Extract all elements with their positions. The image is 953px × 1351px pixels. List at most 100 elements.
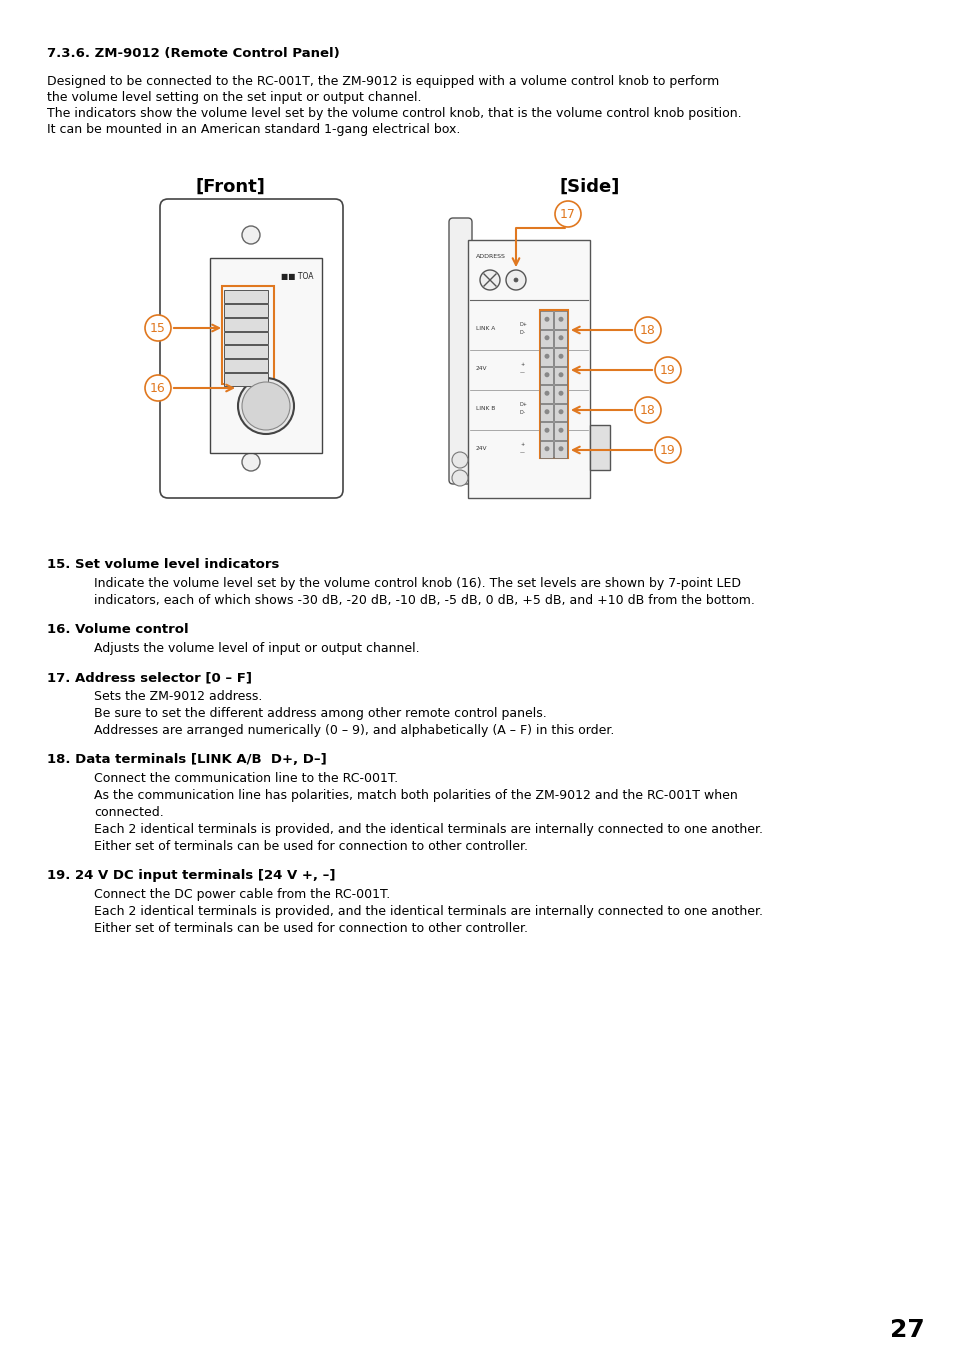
Text: 17: 17 xyxy=(559,208,576,220)
Bar xyxy=(539,309,567,458)
Text: D+: D+ xyxy=(519,403,527,407)
Bar xyxy=(554,440,567,458)
FancyBboxPatch shape xyxy=(449,218,472,484)
Bar xyxy=(540,349,553,366)
Text: Each 2 identical terminals is provided, and the identical terminals are internal: Each 2 identical terminals is provided, … xyxy=(94,905,762,917)
Bar xyxy=(589,426,609,470)
Circle shape xyxy=(655,436,680,463)
Text: Either set of terminals can be used for connection to other controller.: Either set of terminals can be used for … xyxy=(94,840,527,852)
Circle shape xyxy=(479,270,499,290)
Text: 15: 15 xyxy=(150,322,166,335)
Text: 19. 24 V DC input terminals [24 V +, –]: 19. 24 V DC input terminals [24 V +, –] xyxy=(47,869,335,882)
Text: indicators, each of which shows -30 dB, -20 dB, -10 dB, -5 dB, 0 dB, +5 dB, and : indicators, each of which shows -30 dB, … xyxy=(94,594,754,607)
Text: 19: 19 xyxy=(659,363,675,377)
Text: 15. Set volume level indicators: 15. Set volume level indicators xyxy=(47,558,279,571)
Text: Addresses are arranged numerically (0 – 9), and alphabetically (A – F) in this o: Addresses are arranged numerically (0 – … xyxy=(94,724,614,738)
Text: The indicators show the volume level set by the volume control knob, that is the: The indicators show the volume level set… xyxy=(47,107,740,120)
Text: 18. Data terminals [LINK A/B  D+, D–]: 18. Data terminals [LINK A/B D+, D–] xyxy=(47,753,327,766)
Bar xyxy=(554,422,567,439)
Text: —: — xyxy=(519,450,524,455)
Text: ADDRESS: ADDRESS xyxy=(476,254,505,259)
Circle shape xyxy=(558,446,563,451)
Circle shape xyxy=(242,382,290,430)
Text: —: — xyxy=(519,370,524,376)
Circle shape xyxy=(514,278,517,282)
Circle shape xyxy=(544,316,549,322)
Text: 17. Address selector [0 – F]: 17. Address selector [0 – F] xyxy=(47,671,252,684)
Text: 27: 27 xyxy=(889,1319,923,1342)
Bar xyxy=(224,304,268,316)
Bar xyxy=(540,385,553,403)
Text: Connect the DC power cable from the RC-001T.: Connect the DC power cable from the RC-0… xyxy=(94,888,390,901)
Circle shape xyxy=(452,453,468,467)
Bar xyxy=(554,330,567,347)
Circle shape xyxy=(558,316,563,322)
Circle shape xyxy=(635,317,660,343)
Circle shape xyxy=(558,428,563,432)
Circle shape xyxy=(544,446,549,451)
Bar xyxy=(554,404,567,422)
Circle shape xyxy=(452,470,468,486)
Circle shape xyxy=(505,270,525,290)
Text: Designed to be connected to the RC-001T, the ZM-9012 is equipped with a volume c: Designed to be connected to the RC-001T,… xyxy=(47,76,719,88)
Bar xyxy=(554,366,567,384)
Text: +: + xyxy=(519,442,523,447)
Text: [Side]: [Side] xyxy=(559,178,619,196)
Bar xyxy=(540,366,553,384)
Circle shape xyxy=(242,226,260,245)
Text: Indicate the volume level set by the volume control knob (16). The set levels ar: Indicate the volume level set by the vol… xyxy=(94,577,740,590)
Text: 16. Volume control: 16. Volume control xyxy=(47,623,189,636)
Text: LINK A: LINK A xyxy=(476,326,495,331)
Text: D–: D– xyxy=(519,330,526,335)
Text: As the communication line has polarities, match both polarities of the ZM-9012 a: As the communication line has polarities… xyxy=(94,789,737,802)
Circle shape xyxy=(145,376,171,401)
Text: 18: 18 xyxy=(639,323,656,336)
Bar xyxy=(540,330,553,347)
Circle shape xyxy=(145,315,171,340)
Circle shape xyxy=(558,354,563,359)
Text: It can be mounted in an American standard 1-gang electrical box.: It can be mounted in an American standar… xyxy=(47,123,460,136)
Circle shape xyxy=(558,373,563,377)
Circle shape xyxy=(544,373,549,377)
Text: Sets the ZM-9012 address.: Sets the ZM-9012 address. xyxy=(94,690,262,703)
Text: 24V: 24V xyxy=(476,446,487,451)
Circle shape xyxy=(242,453,260,471)
Text: connected.: connected. xyxy=(94,807,164,819)
Circle shape xyxy=(555,201,580,227)
Bar xyxy=(224,346,268,358)
Text: ■■ TOA: ■■ TOA xyxy=(281,272,314,281)
Circle shape xyxy=(237,378,294,434)
Text: Be sure to set the different address among other remote control panels.: Be sure to set the different address amo… xyxy=(94,707,546,720)
FancyBboxPatch shape xyxy=(210,258,322,453)
Text: 24V: 24V xyxy=(476,366,487,372)
Circle shape xyxy=(544,428,549,432)
Text: +: + xyxy=(519,362,523,367)
Text: [Front]: [Front] xyxy=(194,178,265,196)
Text: 7.3.6. ZM-9012 (Remote Control Panel): 7.3.6. ZM-9012 (Remote Control Panel) xyxy=(47,47,339,59)
FancyBboxPatch shape xyxy=(160,199,343,499)
Bar xyxy=(224,290,268,303)
Text: LINK B: LINK B xyxy=(476,407,495,411)
Circle shape xyxy=(544,335,549,340)
Bar xyxy=(554,385,567,403)
Bar xyxy=(224,317,268,331)
Bar xyxy=(540,440,553,458)
Text: Each 2 identical terminals is provided, and the identical terminals are internal: Each 2 identical terminals is provided, … xyxy=(94,823,762,836)
Bar xyxy=(453,222,468,480)
Bar xyxy=(468,240,589,499)
Bar xyxy=(540,422,553,439)
Text: Either set of terminals can be used for connection to other controller.: Either set of terminals can be used for … xyxy=(94,921,527,935)
Bar xyxy=(554,311,567,328)
Text: Connect the communication line to the RC-001T.: Connect the communication line to the RC… xyxy=(94,771,397,785)
Bar xyxy=(224,373,268,386)
Bar xyxy=(554,349,567,366)
Text: Adjusts the volume level of input or output channel.: Adjusts the volume level of input or out… xyxy=(94,642,419,655)
Circle shape xyxy=(635,397,660,423)
Bar xyxy=(540,404,553,422)
Text: 16: 16 xyxy=(150,381,166,394)
Text: 19: 19 xyxy=(659,443,675,457)
Circle shape xyxy=(558,409,563,415)
Bar xyxy=(224,359,268,372)
Text: D+: D+ xyxy=(519,322,527,327)
Circle shape xyxy=(544,354,549,359)
